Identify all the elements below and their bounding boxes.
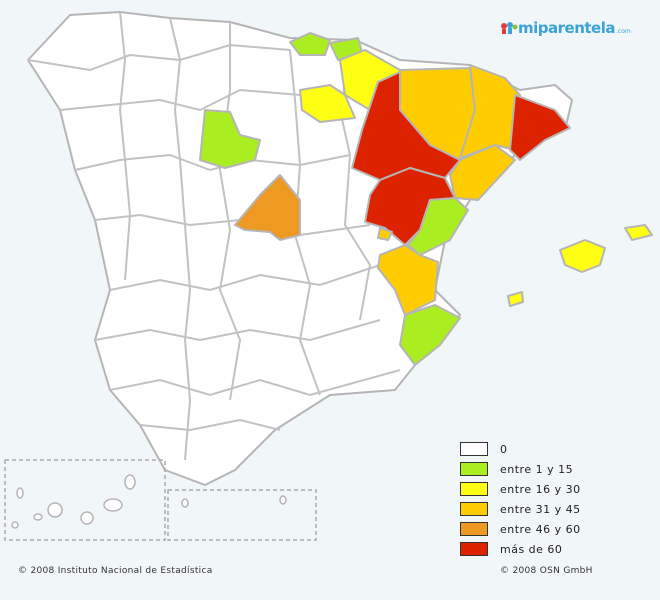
legend-label: entre 1 y 15 <box>500 462 574 476</box>
province-alicante <box>399 304 461 366</box>
province-cuenca-sliver <box>377 227 393 241</box>
province-burgos-east <box>299 84 356 123</box>
logo-text: miparentela <box>518 19 616 37</box>
family-icon <box>501 22 518 34</box>
legend-swatch <box>460 542 488 556</box>
legend-swatch <box>460 442 488 456</box>
legend-swatch <box>460 482 488 496</box>
canary-islands-inset <box>4 459 317 541</box>
legend-item: entre 1 y 15 <box>460 459 620 479</box>
logo-tld: .com <box>616 27 631 35</box>
province-madrid <box>234 174 301 241</box>
legend-label: más de 60 <box>500 542 563 556</box>
legend-label: entre 46 y 60 <box>500 522 581 536</box>
legend-swatch <box>460 502 488 516</box>
legend-item: entre 46 y 60 <box>460 519 620 539</box>
footer-ine-copyright: © 2008 Instituto Nacional de Estadística <box>18 566 213 576</box>
legend-label: entre 31 y 45 <box>500 502 581 516</box>
province-cantabria-east <box>289 32 331 56</box>
legend-item: más de 60 <box>460 539 620 559</box>
legend-item: entre 31 y 45 <box>460 499 620 519</box>
footer-osn-copyright: © 2008 OSN GmbH <box>500 566 593 576</box>
miparentela-logo[interactable]: miparentela .com <box>500 19 631 37</box>
province-lleida <box>509 94 571 161</box>
province-castellon <box>407 197 469 256</box>
map-legend: 0 entre 1 y 15 entre 16 y 30 entre 31 y … <box>460 439 620 559</box>
legend-swatch <box>460 462 488 476</box>
legend-label: entre 16 y 30 <box>500 482 581 496</box>
province-baleares-ibiza <box>507 291 524 307</box>
province-huesca <box>459 64 521 159</box>
legend-label: 0 <box>500 442 508 456</box>
province-baleares-menorca <box>624 224 653 241</box>
legend-item: 0 <box>460 439 620 459</box>
province-zamora <box>199 109 261 169</box>
province-valencia <box>377 244 439 316</box>
province-baleares-mallorca <box>559 239 606 273</box>
legend-swatch <box>460 522 488 536</box>
legend-item: entre 16 y 30 <box>460 479 620 499</box>
province-tarragona <box>449 144 516 201</box>
